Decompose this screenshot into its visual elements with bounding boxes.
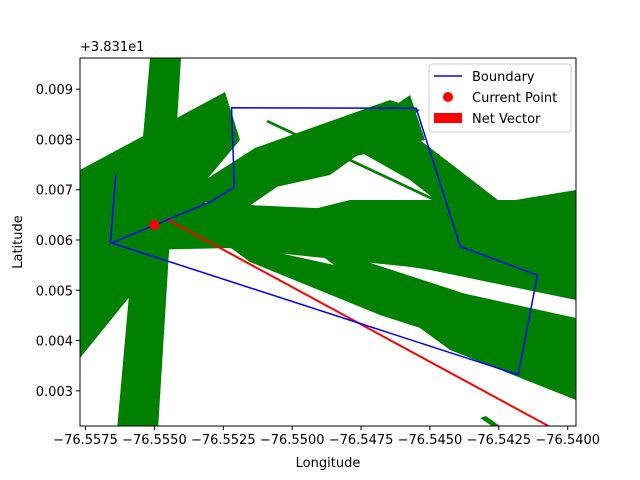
x-tick-label: −76.5450 xyxy=(398,433,463,448)
y-tick-label: 0.008 xyxy=(36,133,73,148)
x-tick-label: −76.5500 xyxy=(260,433,325,448)
current-point-marker xyxy=(149,219,160,230)
x-tick-label: −76.5575 xyxy=(53,433,118,448)
x-axis-label: Longitude xyxy=(296,456,361,471)
y-tick-label: 0.005 xyxy=(36,284,73,299)
legend-label: Net Vector xyxy=(472,112,541,127)
vector-arrow xyxy=(138,92,240,235)
vector-arrow xyxy=(300,240,576,400)
vector-arrow xyxy=(200,95,425,240)
y-tick-label: 0.003 xyxy=(36,385,73,400)
x-tick-label: −76.5475 xyxy=(329,433,394,448)
vector-arrow xyxy=(485,190,576,222)
vector-arrow xyxy=(266,120,470,218)
x-tick-label: −76.5525 xyxy=(191,433,256,448)
legend-swatch-net-vector xyxy=(434,113,462,123)
y-offset-text: +3.831e1 xyxy=(80,40,144,55)
vector-arrow xyxy=(150,100,420,215)
boundary-line xyxy=(109,107,539,376)
vector-arrow xyxy=(330,135,576,290)
x-tick-label: −76.5400 xyxy=(535,433,600,448)
x-tick-label: −76.5425 xyxy=(467,433,532,448)
axes-frame xyxy=(79,57,577,427)
y-tick-label: 0.004 xyxy=(36,335,73,350)
legend-swatch-current-point xyxy=(443,92,453,102)
legend-label: Current Point xyxy=(472,91,557,106)
y-tick-label: 0.007 xyxy=(36,184,73,199)
vector-field xyxy=(80,58,576,426)
legend-box xyxy=(428,63,572,133)
y-axis-label: Latitude xyxy=(11,215,26,269)
x-tick-label: −76.5550 xyxy=(122,433,187,448)
y-tick-label: 0.006 xyxy=(36,234,73,249)
legend-label: Boundary xyxy=(472,70,535,85)
legend: Boundary Current Point Net Vector xyxy=(428,63,572,133)
vector-arrow xyxy=(480,416,500,426)
y-tick-label: 0.009 xyxy=(36,83,73,98)
